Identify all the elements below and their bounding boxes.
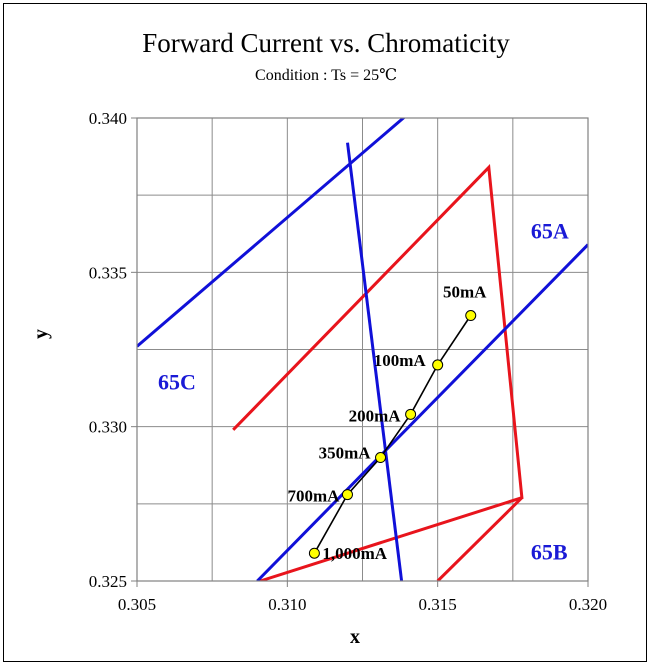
bin-boundary-line [346,142,404,581]
x-tick-label: 0.310 [268,595,306,614]
data-point [405,408,417,420]
current-series: 1,000mA 700mA 350mA 200mA 100mA 50mA [288,283,488,564]
bin-outline [436,496,523,581]
x-axis-label: x [350,626,360,648]
bin-boundary-line [137,118,406,348]
x-tick-labels: 0.305 0.310 0.315 0.320 [118,581,607,614]
bin-boundary-lines [137,118,588,581]
data-point [432,359,444,371]
bin-outlines [232,164,524,581]
chart-subtitle: Condition : Ts = 25℃ [255,67,397,84]
data-point [341,489,353,501]
chart-frame [3,3,647,662]
bin-label: 65C [158,370,196,395]
data-label: 350mA [319,444,372,463]
y-tick-label: 0.340 [89,109,127,128]
chart-title: Forward Current vs. Chromaticity [142,28,510,58]
data-label: 50mA [443,283,487,302]
grid [137,118,588,581]
x-tick-label: 0.320 [569,595,607,614]
plot-area-border [136,117,589,582]
bin-outline [232,164,524,581]
bin-label: 65A [531,218,569,243]
y-tick-label: 0.335 [89,263,127,282]
series-line [313,315,472,554]
bin-labels: 65A 65B 65C [158,218,569,564]
data-label: 200mA [349,406,402,425]
data-label: 700mA [288,487,341,506]
data-label: 1,000mA [322,544,387,563]
bin-label: 65B [531,539,568,564]
bin-boundary-line [256,243,588,581]
x-tick-label: 0.315 [419,595,457,614]
y-tick-labels: 0.325 0.330 0.335 0.340 [89,109,137,591]
data-point [308,547,320,559]
y-tick-label: 0.325 [89,572,127,591]
data-label: 100mA [374,351,427,370]
data-point [465,310,477,322]
x-tick-label: 0.305 [118,595,156,614]
y-axis-label: y [30,329,52,339]
y-tick-label: 0.330 [89,418,127,437]
data-point [375,452,387,464]
